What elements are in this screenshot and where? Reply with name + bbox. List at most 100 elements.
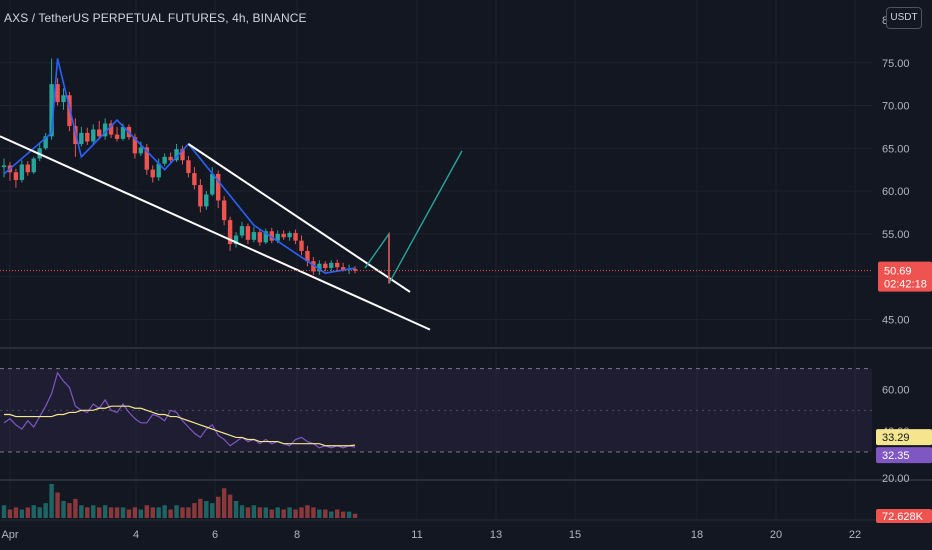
volume-bar: [61, 501, 66, 518]
volume-bar: [269, 509, 274, 518]
candle-body: [1, 165, 7, 168]
candle-body: [150, 169, 155, 178]
volume-bar: [323, 509, 328, 518]
candle-body: [192, 173, 197, 186]
volume-bar: [204, 501, 209, 518]
time-axis[interactable]: Apr 4 6 8 11 13 15 18 20 22: [1, 529, 861, 541]
volume-bar: [251, 505, 257, 518]
volume-bar: [19, 509, 25, 518]
rsi-pane: [0, 368, 872, 453]
candle-body: [49, 84, 54, 137]
candle-body: [311, 261, 316, 272]
candle-body: [25, 164, 30, 173]
price-tick-label: 55.00: [882, 229, 910, 241]
volume-bar: [216, 496, 221, 518]
volume-bar: [43, 503, 48, 518]
last-price-badge: [878, 261, 932, 292]
candle-body: [239, 226, 245, 236]
volume-bar: [352, 513, 358, 518]
volume-tick-label: 20.00: [882, 473, 910, 485]
candle-body: [329, 262, 334, 269]
price-tick-label: 60.00: [882, 186, 910, 198]
volume-bar: [221, 488, 227, 518]
candle-body: [263, 231, 268, 243]
time-tick-label: 8: [294, 529, 300, 541]
time-tick-label: Apr: [1, 529, 18, 541]
candle-body: [287, 232, 292, 238]
volume-bar: [126, 509, 132, 518]
rsi-band-fill: [0, 368, 872, 452]
volume-bar: [317, 509, 322, 518]
candle-body: [299, 240, 304, 251]
volume-bar: [144, 505, 149, 518]
candle-body: [43, 136, 48, 149]
candle-body: [269, 231, 274, 241]
rsi-ma-line: [4, 405, 356, 447]
candle-body: [216, 173, 221, 201]
volume-bar: [102, 505, 108, 518]
volume-bar: [186, 507, 191, 518]
candle-body: [97, 129, 102, 137]
volume-bar: [108, 507, 114, 518]
lower-trendline: [0, 135, 431, 331]
candle-body: [13, 172, 19, 180]
candles: [1, 58, 358, 275]
volume-bar: [79, 505, 84, 518]
candle-body: [156, 163, 161, 178]
time-tick-label: 22: [849, 529, 861, 541]
volume-bar: [198, 498, 203, 518]
candle-body: [305, 250, 310, 262]
candle-body: [61, 95, 66, 103]
volume-bar: [305, 505, 310, 518]
volume-bar: [293, 509, 298, 518]
candle-body: [85, 132, 90, 142]
volume-bar: [37, 507, 42, 518]
candle-body: [120, 126, 126, 139]
time-tick-label: 18: [691, 529, 703, 541]
candle-body: [102, 123, 108, 137]
volume-bar: [311, 507, 316, 518]
volume-bar: [299, 507, 304, 518]
time-tick-label: 20: [770, 529, 782, 541]
volume-bar: [7, 509, 13, 518]
pattern-line: [3, 58, 356, 275]
candle-body: [19, 164, 25, 180]
projection-up-line: [364, 150, 463, 284]
volume-bar: [120, 507, 126, 518]
volume-bar: [168, 509, 173, 518]
volume-bar: [25, 507, 30, 518]
volume-bar: [233, 501, 239, 518]
currency-button[interactable]: USDT: [886, 7, 922, 29]
time-tick-label: 6: [212, 529, 218, 541]
volume-bar: [73, 498, 78, 518]
candle-body: [335, 262, 340, 268]
volume-bar: [180, 507, 185, 518]
volume-bar: [275, 507, 280, 518]
volume-bar: [156, 507, 161, 518]
time-tick-label: 13: [490, 529, 502, 541]
volume-bar: [114, 507, 120, 518]
volume-bar: [257, 507, 263, 518]
rsi-badge: [876, 447, 932, 464]
price-grid: [0, 0, 872, 520]
volume-bar: [55, 492, 60, 518]
candle-body: [162, 156, 167, 164]
last-price-label: 50.69: [884, 266, 912, 278]
volume-bar: [31, 505, 36, 518]
upper-trendline: [187, 143, 411, 293]
candle-body: [245, 226, 251, 240]
rsi-label: 32.35: [882, 450, 910, 462]
volume-bar: [287, 507, 292, 518]
volume-bar: [245, 507, 251, 518]
price-axis[interactable]: 45.0050.0055.0060.0065.0070.0075.0080.00…: [882, 15, 910, 485]
volume-bar: [13, 507, 19, 518]
candle-body: [168, 156, 173, 161]
volume-label: 72.628K: [882, 511, 924, 523]
candle-body: [281, 233, 286, 238]
candle-body: [198, 185, 203, 207]
rsi-tick-label: 60.00: [882, 385, 910, 397]
rsi-line: [3, 371, 356, 449]
volume-badge: [876, 509, 932, 523]
candle-body: [174, 149, 179, 161]
